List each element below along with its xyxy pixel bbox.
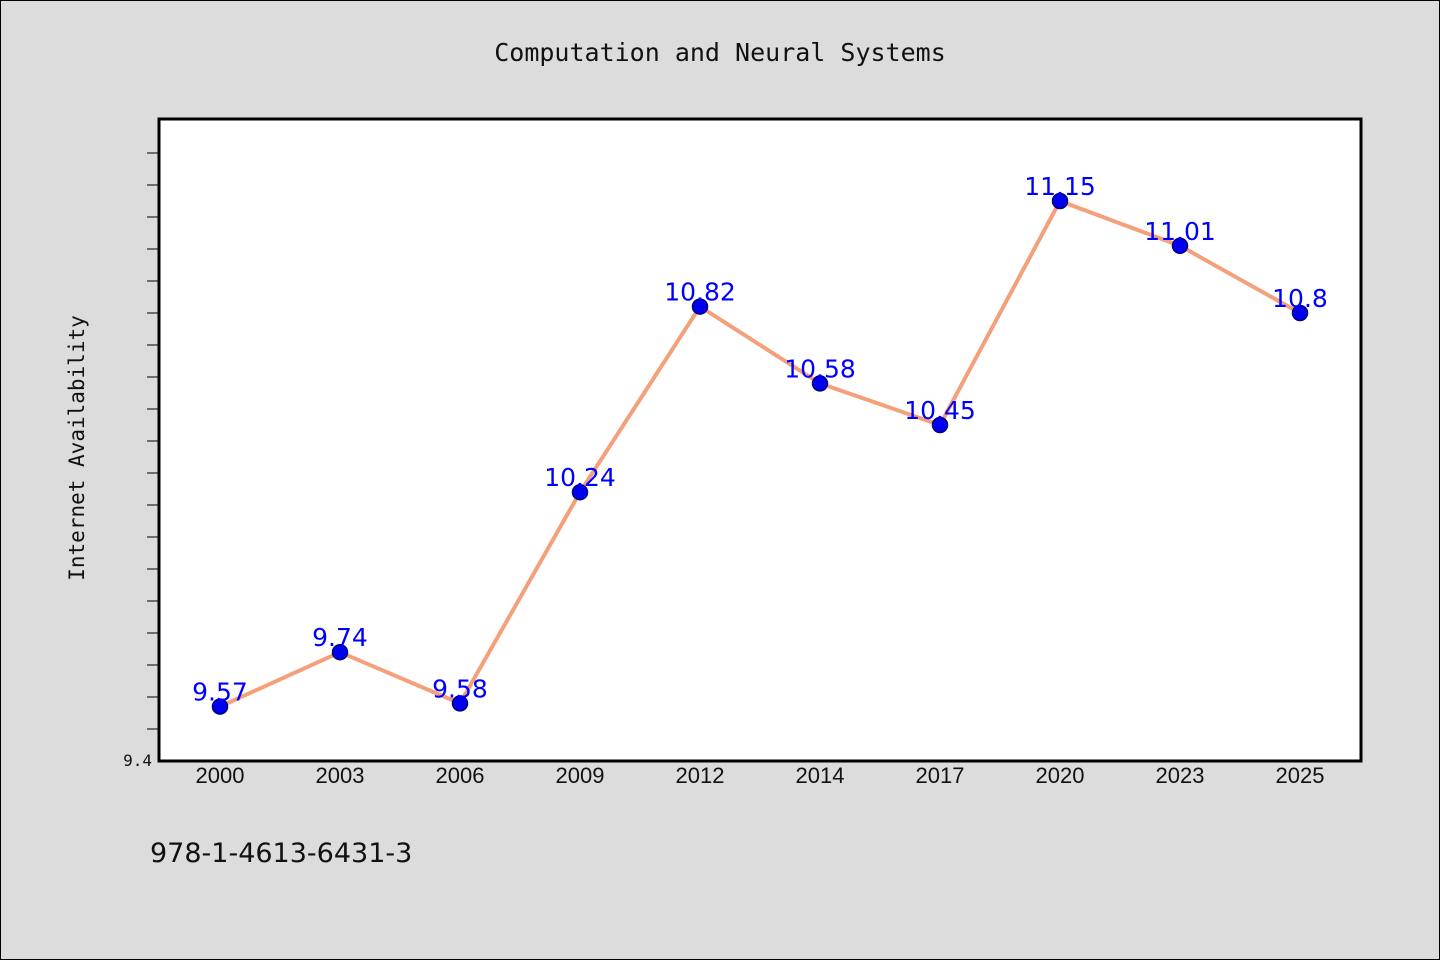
data-label: 10.58 (784, 354, 856, 383)
data-label: 10.45 (904, 396, 976, 425)
data-label: 11.15 (1024, 172, 1096, 201)
y-axis-ticks (147, 152, 159, 730)
data-label: 10.8 (1272, 284, 1328, 313)
x-tick-label: 2012 (676, 763, 725, 788)
data-point (811, 375, 829, 392)
x-tick-label: 2000 (196, 763, 245, 788)
data-markers (211, 192, 1309, 715)
x-tick-label: 2014 (796, 763, 845, 788)
data-label: 9.57 (192, 678, 248, 707)
data-point (571, 483, 589, 501)
data-label: 9.74 (312, 623, 368, 652)
x-axis-tick-labels: 2000 2003 2006 2009 2012 2014 2017 2020 2023 2025 (196, 763, 1325, 788)
x-tick-label: 2003 (316, 763, 365, 788)
y-axis-label: Internet Availability (65, 315, 89, 581)
data-point (1171, 237, 1189, 255)
data-point (451, 695, 469, 712)
data-point (211, 698, 229, 715)
series-line (219, 199, 1301, 709)
data-labels: 9.57 9.74 9.58 10.24 10.82 10.58 10.45 11.15 11.… (192, 172, 1328, 707)
data-label: 10.82 (664, 278, 736, 307)
x-tick-label: 2006 (436, 763, 485, 788)
isbn-footer: 978-1-4613-6431-3 (150, 838, 412, 869)
x-tick-label: 2009 (556, 763, 605, 788)
x-tick-label: 2017 (916, 763, 965, 788)
x-tick-label: 2020 (1036, 763, 1085, 788)
y-tick-label-min: 9.4 (123, 751, 152, 770)
data-point (331, 643, 349, 661)
data-point (931, 416, 949, 434)
data-point (1291, 304, 1309, 322)
chart-title: Computation and Neural Systems (494, 38, 946, 67)
data-point (1051, 192, 1069, 210)
plot-area (157, 117, 1363, 763)
x-tick-label: 2025 (1276, 763, 1325, 788)
data-label: 10.24 (544, 463, 616, 492)
data-label: 11.01 (1144, 217, 1216, 246)
x-tick-label: 2023 (1156, 763, 1205, 788)
data-point (691, 298, 709, 315)
data-label: 9.58 (432, 674, 488, 703)
